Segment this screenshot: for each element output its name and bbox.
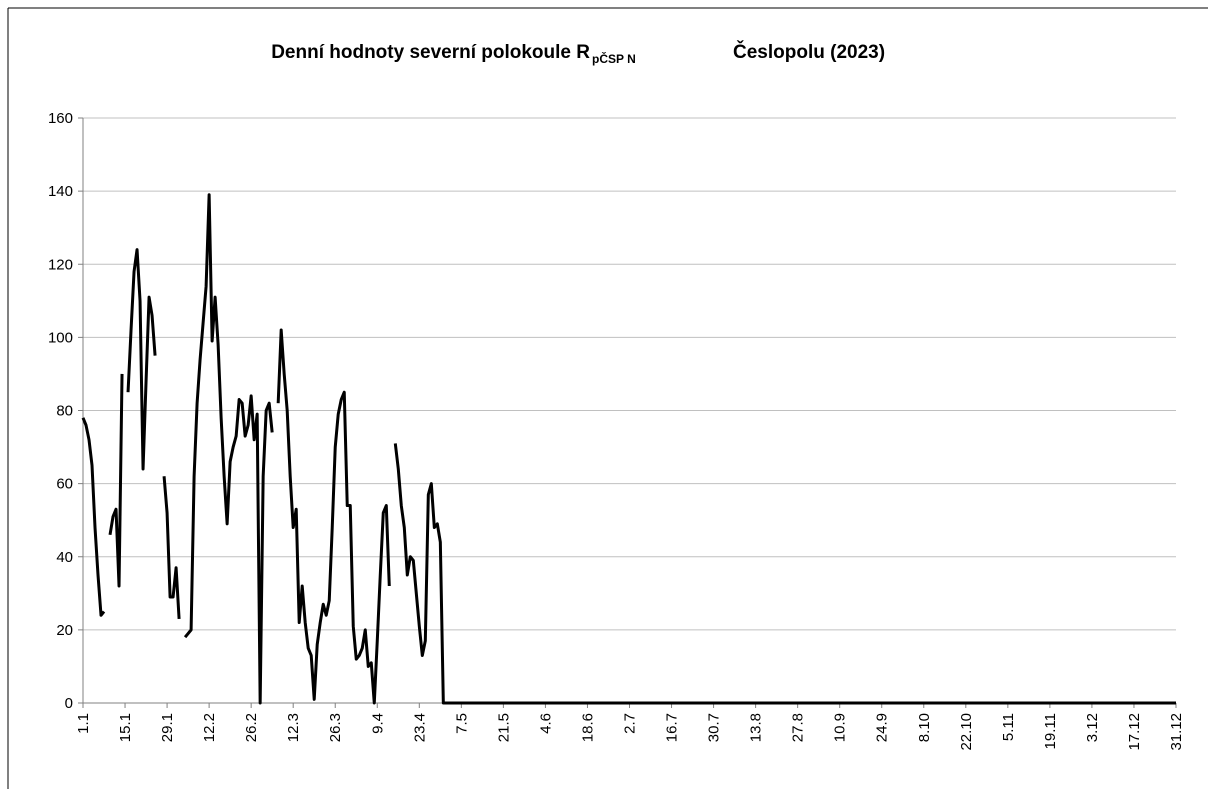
x-tick-label: 22.10 [958,713,975,751]
x-tick-label: 12.3 [285,713,302,742]
x-tick-label: 15.1 [117,713,134,742]
y-tick-label: 160 [48,110,73,127]
chart-title: Denní hodnoty severní polokoule R [271,42,590,63]
x-tick-label: 27.8 [790,713,807,742]
x-tick-label: 3.12 [1084,713,1101,742]
y-tick-label: 100 [48,329,73,346]
chart-title-subscript: pČSP N [592,51,636,66]
chart-title-suffix: Česlopolu (2023) [733,41,885,63]
x-tick-label: 21.5 [495,713,512,742]
x-tick-label: 19.11 [1042,713,1059,749]
y-tick-label: 60 [56,476,73,493]
x-tick-label: 1.1 [75,713,92,734]
x-tick-label: 26.3 [327,713,344,742]
y-tick-label: 140 [48,183,73,200]
x-tick-label: 8.10 [916,713,933,742]
x-tick-label: 24.9 [874,713,891,742]
y-tick-label: 40 [56,549,73,566]
x-tick-label: 17.12 [1126,713,1143,751]
y-tick-label: 20 [56,622,73,639]
x-tick-label: 23.4 [411,713,428,742]
x-tick-label: 29.1 [159,713,176,742]
x-tick-label: 18.6 [579,713,596,742]
x-tick-label: 26.2 [243,713,260,742]
x-tick-label: 16.7 [664,713,681,742]
x-tick-label: 4.6 [537,713,554,734]
y-tick-label: 80 [56,403,73,420]
y-tick-label: 0 [65,695,73,712]
y-tick-label: 120 [48,256,73,273]
data-line [81,193,1176,705]
x-tick-label: 2.7 [622,713,639,734]
x-tick-label: 10.9 [832,713,849,742]
x-tick-label: 30.7 [706,713,723,742]
x-tick-label: 13.8 [748,713,765,742]
x-tick-label: 31.12 [1168,713,1185,751]
x-tick-label: 9.4 [369,713,386,734]
x-tick-label: 7.5 [453,713,470,734]
x-tick-label: 5.11 [1000,713,1017,741]
x-tick-label: 12.2 [201,713,218,742]
